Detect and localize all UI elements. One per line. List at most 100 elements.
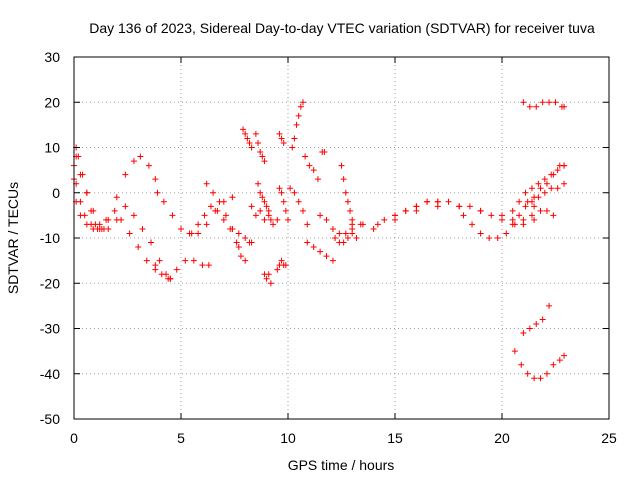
series-arc-14 — [255, 180, 274, 223]
data-point — [257, 149, 264, 156]
data-point — [242, 130, 249, 137]
data-point — [222, 212, 229, 219]
data-point — [261, 216, 268, 223]
x-tick-label: 20 — [494, 430, 510, 446]
data-point — [169, 212, 176, 219]
series-arc-13 — [252, 130, 268, 165]
data-point — [242, 257, 249, 264]
data-point — [516, 212, 523, 219]
data-point — [299, 99, 306, 106]
data-point — [402, 207, 409, 214]
data-point — [550, 212, 557, 219]
data-point — [353, 235, 360, 241]
data-point — [546, 302, 553, 309]
data-point — [556, 357, 563, 364]
data-point — [533, 320, 540, 327]
data-point — [263, 275, 270, 282]
data-point — [539, 316, 546, 323]
data-point — [282, 262, 289, 269]
data-point — [135, 244, 142, 251]
data-point — [267, 216, 274, 223]
x-tick-label: 15 — [387, 430, 403, 446]
data-point — [445, 198, 452, 205]
data-point — [240, 126, 247, 133]
data-point — [77, 198, 84, 205]
data-point — [561, 103, 568, 110]
series-arc-4 — [73, 153, 174, 282]
data-point — [105, 225, 112, 232]
data-point — [561, 162, 568, 169]
data-point — [306, 162, 313, 169]
chart-title: Day 136 of 2023, Sidereal Day-to-day VTE… — [89, 20, 595, 36]
series-arc-29 — [392, 198, 538, 228]
data-point — [329, 257, 336, 264]
data-marks — [71, 99, 568, 382]
data-point — [252, 212, 259, 219]
data-point — [278, 257, 285, 264]
data-point — [203, 180, 210, 187]
data-point — [295, 112, 302, 119]
data-point — [126, 230, 133, 237]
data-point — [509, 207, 516, 214]
data-point — [182, 257, 189, 264]
axis-ticks — [73, 56, 610, 420]
data-point — [304, 221, 311, 228]
data-point — [552, 99, 559, 106]
data-point — [511, 221, 518, 228]
data-point — [77, 171, 84, 178]
data-point — [520, 99, 527, 106]
data-point — [531, 194, 538, 201]
series-arc-21 — [302, 153, 321, 183]
data-point — [152, 262, 159, 269]
data-point — [154, 189, 161, 196]
data-point — [550, 361, 557, 368]
x-axis-label: GPS time / hours — [288, 457, 395, 473]
data-point — [282, 207, 289, 214]
series-arc-10 — [229, 225, 255, 246]
data-point — [261, 198, 268, 205]
data-point — [255, 139, 262, 146]
data-point — [392, 216, 398, 223]
data-point — [235, 230, 242, 237]
data-point — [456, 203, 463, 210]
data-point — [139, 225, 146, 232]
data-point — [229, 225, 236, 232]
data-point — [488, 212, 495, 219]
data-point — [165, 275, 172, 282]
data-point — [344, 235, 351, 241]
data-point — [543, 207, 550, 214]
series-arc-22 — [304, 239, 336, 264]
data-point — [229, 194, 236, 201]
data-point — [522, 189, 529, 196]
data-point — [195, 221, 202, 228]
data-point — [143, 257, 150, 264]
data-point — [546, 99, 553, 106]
data-point — [293, 121, 300, 128]
data-point — [434, 198, 441, 205]
series-arc-5 — [154, 189, 236, 237]
y-tick-label: 10 — [44, 140, 60, 156]
series-arc-32 — [516, 180, 568, 219]
data-point — [178, 225, 184, 232]
data-point — [244, 135, 251, 142]
data-point — [90, 207, 97, 214]
data-point — [537, 375, 544, 382]
data-point — [531, 375, 538, 382]
series-arc-19 — [289, 99, 306, 151]
data-point — [317, 248, 324, 255]
data-point — [299, 207, 306, 214]
data-point — [278, 189, 285, 196]
y-tick-label: 0 — [52, 185, 60, 201]
data-point — [466, 203, 473, 210]
data-point — [340, 239, 347, 246]
data-point — [413, 203, 420, 210]
data-point — [199, 262, 206, 269]
data-point — [541, 189, 548, 196]
data-point — [259, 194, 266, 201]
data-point — [210, 189, 217, 196]
data-point — [539, 99, 546, 106]
series-arc-15 — [261, 271, 274, 287]
series-arc-37 — [520, 302, 553, 337]
data-point — [205, 262, 212, 269]
